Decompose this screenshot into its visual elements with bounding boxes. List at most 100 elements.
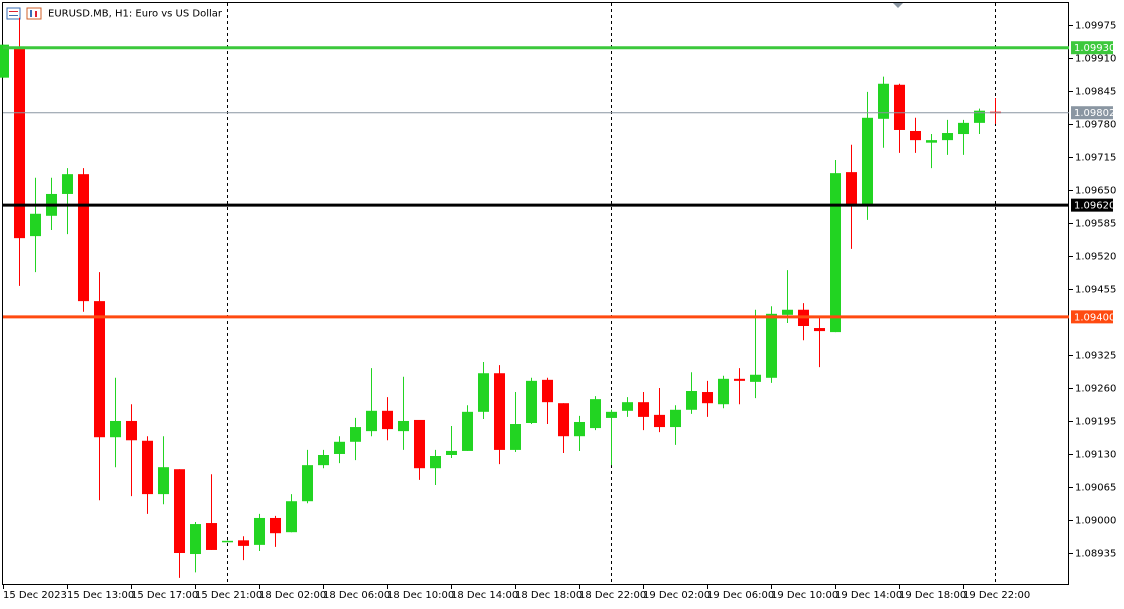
x-tick-label: 19 Dec 18:00 — [899, 590, 966, 601]
candle-body — [926, 140, 937, 143]
x-tick-label: 18 Dec 10:00 — [387, 590, 454, 601]
candle-body — [286, 501, 297, 533]
y-tick-label: 1.09455 — [1075, 285, 1116, 296]
candle-body — [974, 110, 985, 123]
candle-body — [526, 380, 537, 423]
candle-body — [366, 410, 377, 432]
candle-body — [334, 441, 345, 454]
candle-body — [254, 517, 265, 545]
candle-body — [574, 421, 585, 437]
y-tick-label: 1.09065 — [1075, 483, 1116, 494]
candle-body — [494, 373, 505, 450]
candle-body — [302, 465, 313, 502]
x-tick-label: 19 Dec 14:00 — [835, 590, 902, 601]
candle-body — [206, 523, 217, 550]
y-tick-label: 1.09715 — [1075, 153, 1116, 164]
candle-body — [382, 410, 393, 430]
y-tick-label: 1.09975 — [1075, 21, 1116, 32]
x-tick-label: 15 Dec 21:00 — [195, 590, 262, 601]
y-tick-label: 1.09520 — [1075, 252, 1116, 263]
candle-body — [78, 174, 89, 302]
candle-body — [446, 450, 457, 455]
candle-body — [846, 172, 857, 206]
y-tick-label: 1.09260 — [1075, 384, 1116, 395]
candle-body — [510, 424, 521, 450]
level-label: 1.09930 — [1074, 43, 1115, 54]
candle-body — [478, 373, 489, 412]
candle-body — [670, 409, 681, 428]
x-tick-label: 19 Dec 22:00 — [963, 590, 1030, 601]
candle-body — [862, 117, 873, 206]
y-tick-label: 1.09650 — [1075, 186, 1116, 197]
candle-body — [894, 84, 905, 130]
current-price-bg — [1071, 106, 1113, 120]
level-label: 1.09620 — [1074, 201, 1115, 212]
candle-body — [126, 420, 137, 441]
candle-body — [638, 402, 649, 417]
title-icons — [6, 7, 42, 20]
candle-body — [606, 411, 617, 418]
candle-body — [718, 378, 729, 405]
candle-body — [622, 402, 633, 411]
candle-body — [686, 391, 697, 410]
candle-body — [958, 122, 969, 135]
candle-body — [238, 540, 249, 546]
x-tick-label: 15 Dec 13:00 — [67, 590, 134, 601]
x-tick-label: 18 Dec 06:00 — [323, 590, 390, 601]
shift-marker — [893, 3, 903, 8]
x-tick-label: 19 Dec 02:00 — [643, 590, 710, 601]
candle-body — [222, 540, 233, 543]
x-tick-label: 18 Dec 02:00 — [259, 590, 326, 601]
candle-body — [414, 419, 425, 469]
candle-body — [270, 517, 281, 534]
candle-body — [750, 374, 761, 382]
candle-body — [158, 467, 169, 495]
plot-frame — [2, 2, 1069, 585]
candle-body — [590, 399, 601, 429]
candle-body — [110, 420, 121, 438]
candle-body — [190, 524, 201, 555]
candle-body — [878, 83, 889, 119]
candle-body — [318, 454, 329, 466]
x-tick-label: 15 Dec 17:00 — [131, 590, 198, 601]
candle-body — [542, 379, 553, 403]
y-tick-label: 1.09195 — [1075, 417, 1116, 428]
y-tick-label: 1.09000 — [1075, 516, 1116, 527]
x-tick-label: 19 Dec 06:00 — [707, 590, 774, 601]
candle-body — [910, 130, 921, 141]
candle-body — [814, 328, 825, 332]
candle-body — [142, 440, 153, 495]
y-tick-label: 1.09130 — [1075, 450, 1116, 461]
x-tick-label: 18 Dec 14:00 — [451, 590, 518, 601]
y-tick-label: 1.09325 — [1075, 351, 1116, 362]
candle-body — [62, 174, 73, 194]
candle-body — [766, 313, 777, 378]
x-tick-label: 18 Dec 18:00 — [515, 590, 582, 601]
candle-body — [462, 411, 473, 451]
candle-body — [0, 44, 9, 78]
icon — [6, 7, 21, 20]
chart-title: EURUSD.MB, H1: Euro vs US Dollar — [48, 9, 223, 20]
y-tick-label: 1.09910 — [1075, 54, 1116, 65]
x-tick-label: 19 Dec 10:00 — [771, 590, 838, 601]
y-tick-label: 1.09780 — [1075, 120, 1116, 131]
y-tick-label: 1.08935 — [1075, 549, 1116, 560]
icon — [26, 7, 42, 20]
level-label-bg — [1071, 310, 1113, 324]
candle-body — [398, 420, 409, 432]
candle-body — [350, 427, 361, 442]
level-label-bg — [1071, 41, 1113, 55]
candle-body — [702, 392, 713, 404]
candle-body — [942, 133, 953, 141]
candle-body — [174, 469, 185, 554]
candle-body — [654, 414, 665, 428]
y-tick-label: 1.09585 — [1075, 219, 1116, 230]
candle-body — [782, 309, 793, 315]
level-label: 1.09400 — [1074, 312, 1115, 323]
candle-body — [430, 456, 441, 469]
candle-body — [94, 301, 105, 438]
candle-body — [14, 46, 25, 239]
